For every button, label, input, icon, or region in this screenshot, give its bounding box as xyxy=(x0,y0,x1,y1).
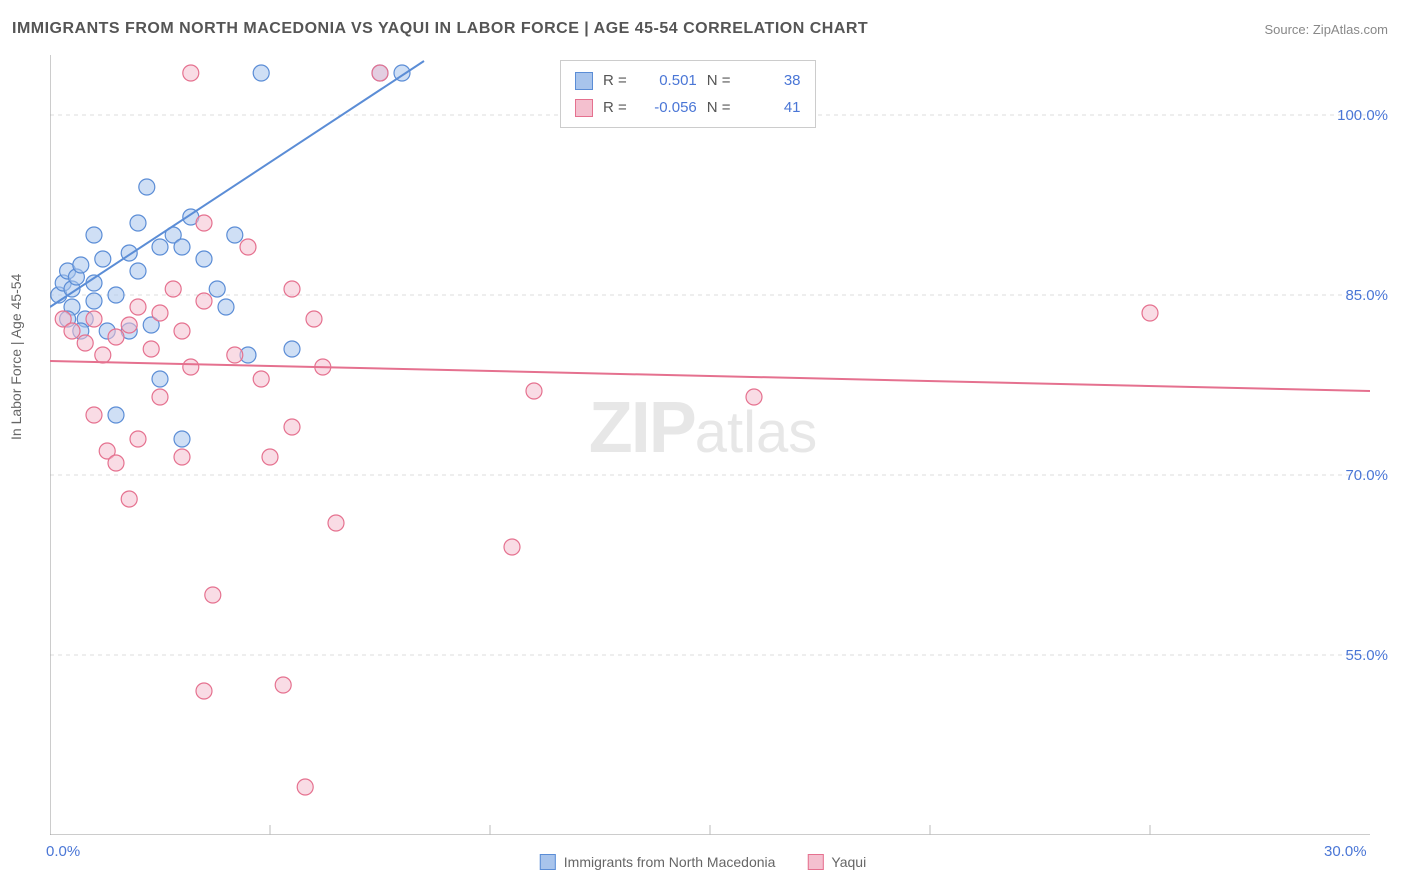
legend-item: Immigrants from North Macedonia xyxy=(540,854,776,870)
stats-n-value-2: 41 xyxy=(741,94,801,121)
stats-n-value-1: 38 xyxy=(741,67,801,94)
stats-n-label: N = xyxy=(707,67,731,94)
stats-r-value-1: 0.501 xyxy=(637,67,697,94)
y-axis-label: In Labor Force | Age 45-54 xyxy=(8,274,24,440)
stats-swatch-series1 xyxy=(575,72,593,90)
stats-row-series1: R = 0.501 N = 38 xyxy=(575,67,801,94)
legend-item: Yaqui xyxy=(807,854,866,870)
stats-box: R = 0.501 N = 38 R = -0.056 N = 41 xyxy=(560,60,816,128)
chart-title: IMMIGRANTS FROM NORTH MACEDONIA VS YAQUI… xyxy=(12,20,868,38)
chart-container: IMMIGRANTS FROM NORTH MACEDONIA VS YAQUI… xyxy=(0,0,1406,892)
y-tick-label: 85.0% xyxy=(1345,287,1388,304)
legend-swatch xyxy=(807,854,823,870)
x-tick-label: 0.0% xyxy=(46,843,80,860)
stats-r-value-2: -0.056 xyxy=(637,94,697,121)
legend-bottom: Immigrants from North Macedonia Yaqui xyxy=(540,854,866,870)
legend-label: Yaqui xyxy=(831,854,866,870)
x-tick-label: 30.0% xyxy=(1324,843,1367,860)
y-tick-label: 100.0% xyxy=(1337,107,1388,124)
y-tick-label: 55.0% xyxy=(1345,647,1388,664)
chart-source: Source: ZipAtlas.com xyxy=(1264,22,1388,37)
plot-svg xyxy=(50,55,1370,835)
stats-row-series2: R = -0.056 N = 41 xyxy=(575,94,801,121)
legend-label: Immigrants from North Macedonia xyxy=(564,854,776,870)
stats-r-label: R = xyxy=(603,94,627,121)
y-tick-label: 70.0% xyxy=(1345,467,1388,484)
stats-n-label: N = xyxy=(707,94,731,121)
stats-r-label: R = xyxy=(603,67,627,94)
stats-swatch-series2 xyxy=(575,99,593,117)
legend-swatch xyxy=(540,854,556,870)
